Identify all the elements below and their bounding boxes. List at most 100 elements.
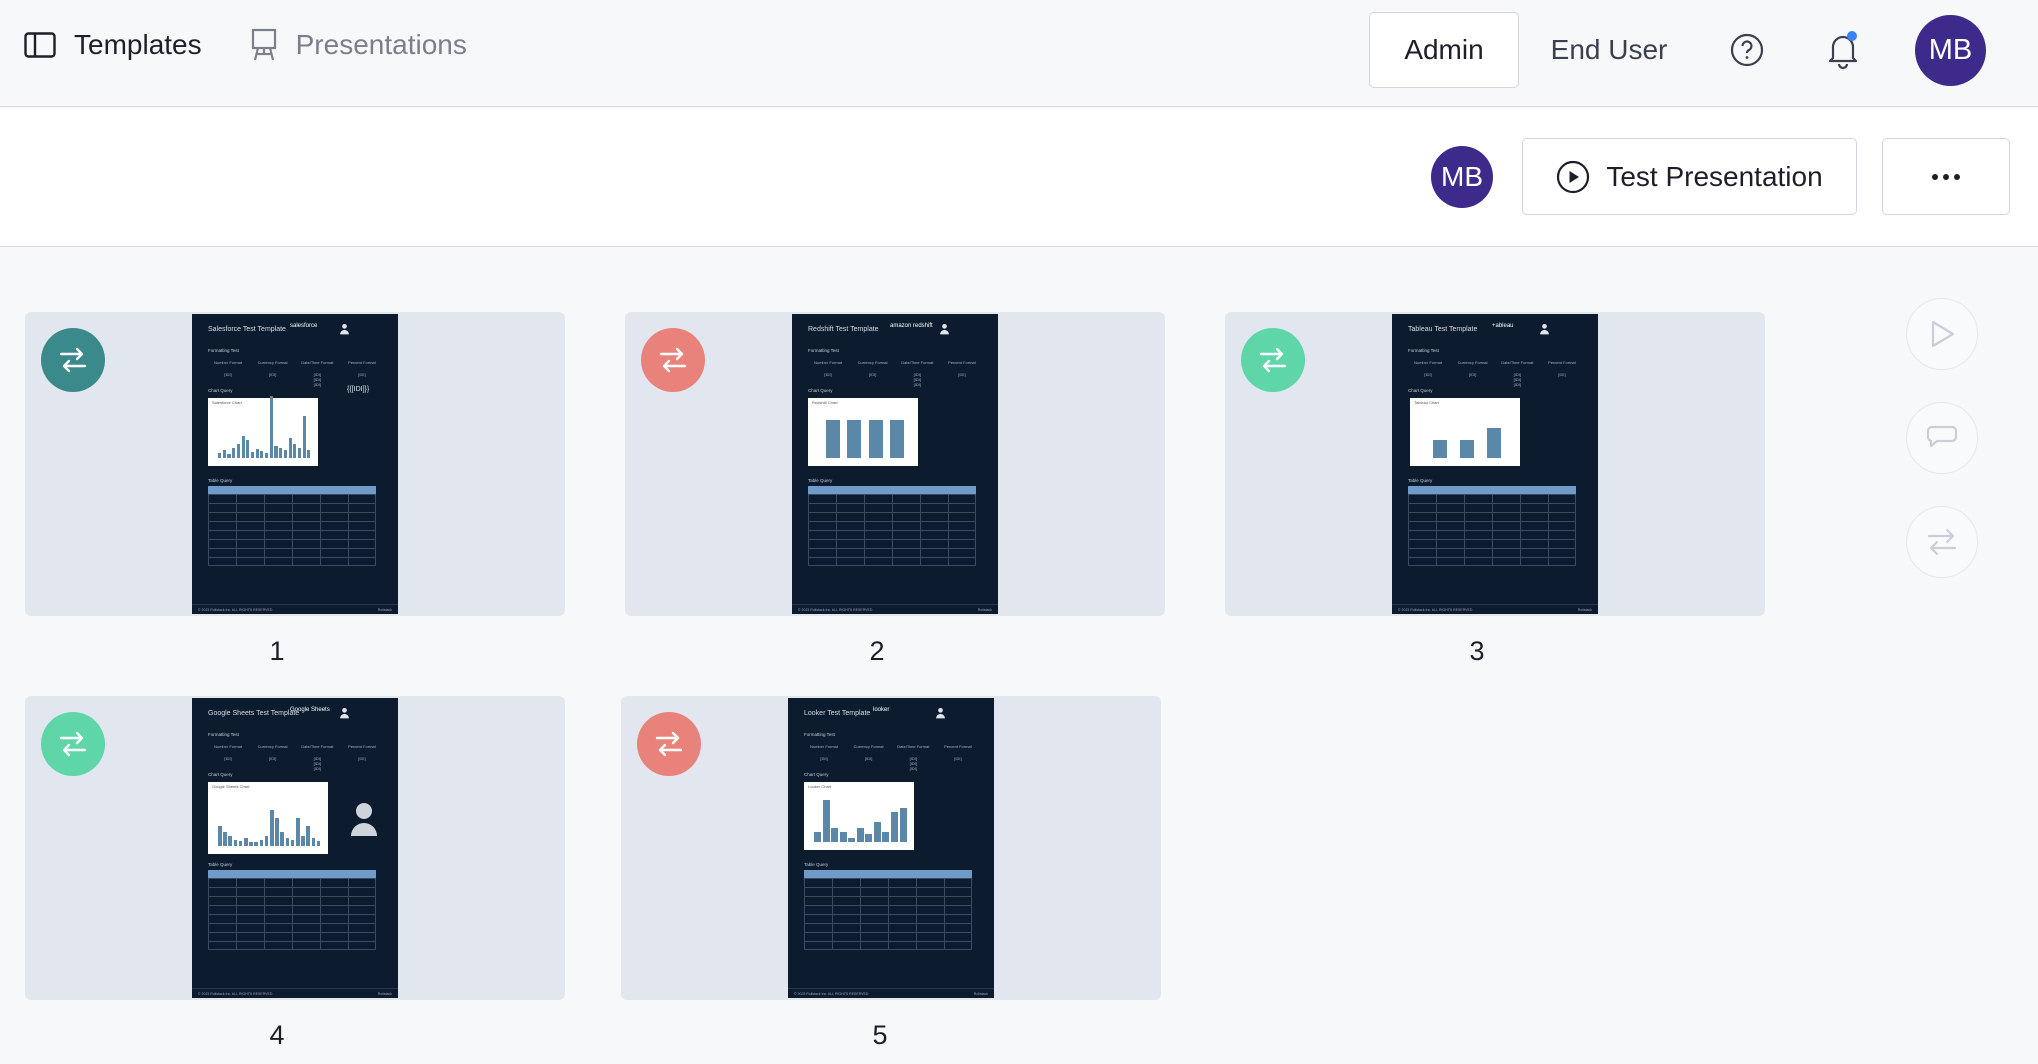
slide-chart-bar [302, 416, 306, 458]
sync-status-badge[interactable] [641, 328, 705, 392]
slide-chart-bar [847, 420, 862, 458]
template-slide-card[interactable]: Google Sheets Test Template Google Sheets… [25, 696, 565, 1000]
data-source-logo: salesforce [290, 323, 318, 329]
slide-thumbnail[interactable]: Salesforce Test Template salesforce Format… [192, 314, 398, 614]
bell-icon[interactable] [1825, 30, 1861, 75]
slide-chart-bar [223, 832, 227, 846]
slide-chart-bar [236, 444, 240, 458]
swap-arrows-icon [655, 731, 683, 757]
slide-chart-bar [1460, 440, 1474, 458]
slide-chart-bar [283, 450, 287, 458]
data-source-logo: Google Sheets [290, 707, 330, 713]
slide-chart-bar [246, 440, 250, 458]
template-slide-card[interactable]: Salesforce Test Template salesforce Format… [25, 312, 565, 616]
slide-chart-bar [882, 832, 890, 842]
slide-footer-copyright: © 2023 Rollstack Inc. ALL RIGHTS RESERVE… [798, 608, 873, 612]
test-presentation-label: Test Presentation [1606, 160, 1823, 192]
slide-thumbnail[interactable]: Looker Test Template looker Formatting Tes… [788, 698, 994, 998]
help-circle-icon[interactable] [1730, 33, 1764, 72]
data-source-logo: looker [873, 707, 890, 713]
slide-footer-brand: Rollstack [973, 992, 988, 996]
formatting-test-label: Formatting Test [208, 732, 239, 737]
sync-side-button[interactable] [1906, 506, 1978, 578]
slide-chart-bar [264, 836, 269, 846]
user-icon [936, 707, 945, 719]
slide-thumbnail[interactable]: Google Sheets Test Template Google Sheets… [192, 698, 398, 998]
table-query-label: Table Query [208, 862, 233, 867]
sync-status-badge[interactable] [41, 712, 105, 776]
slide-chart-bar [249, 842, 253, 846]
user-icon [340, 323, 349, 335]
more-options-button[interactable] [1882, 138, 2010, 215]
slide-footer-brand: Rollstack [977, 608, 992, 612]
slide-footer-brand: Rollstack [1577, 608, 1592, 612]
slide-chart-bar [311, 838, 316, 846]
slide-number: 5 [872, 1020, 888, 1050]
user-icon [1540, 323, 1549, 335]
slide-footer-copyright: © 2023 Rollstack Inc. ALL RIGHTS RESERVE… [198, 992, 273, 996]
slide-table-header [208, 486, 376, 494]
slide-chart-bar [260, 451, 264, 458]
format-column-heads: Number Format Currency Format Date/Time Fo… [1413, 360, 1576, 365]
collaborator-avatar[interactable]: MB [1431, 146, 1493, 208]
swap-arrows-icon [59, 347, 87, 373]
slide-footer-brand: Rollstack [377, 608, 392, 612]
slide-footer-brand: Rollstack [377, 992, 392, 996]
slide-thumbnail[interactable]: Redshift Test Template amazon redshift For… [792, 314, 998, 614]
sync-status-badge[interactable] [1241, 328, 1305, 392]
slide-chart-bar [1487, 428, 1501, 458]
end-user-button[interactable]: End User [1538, 12, 1680, 88]
notification-dot [1847, 31, 1857, 41]
slide-chart-bar [825, 420, 840, 458]
format-column-values: [IDI] [IDI] [IDI] [IDI] [IDI] [IDI] [820, 756, 962, 771]
data-source-logo: +ableau [1492, 323, 1514, 329]
slide-title: Google Sheets Test Template [208, 710, 300, 717]
formatting-test-label: Formatting Test [1408, 348, 1439, 353]
user-icon [940, 323, 949, 335]
sync-status-badge[interactable] [41, 328, 105, 392]
slide-table-grid [208, 494, 376, 566]
slide-chart: Tableau Chart [1410, 398, 1520, 466]
slide-title: Looker Test Template [804, 710, 871, 717]
comment-side-button[interactable] [1906, 402, 1978, 474]
slide-chart-bar [222, 450, 226, 458]
formatting-test-label: Formatting Test [208, 348, 239, 353]
chart-label: Salesforce Chart [212, 400, 242, 405]
chart-query-label: Chart Query [1408, 388, 1433, 393]
slide-chart-bar [899, 808, 907, 842]
slide-chart-bar [822, 800, 830, 842]
table-query-label: Table Query [1408, 478, 1433, 483]
nav-presentations[interactable]: Presentations [250, 28, 467, 62]
slide-footer: © 2023 Rollstack Inc. ALL RIGHTS RESERVE… [192, 604, 398, 614]
slide-chart-bar [265, 453, 269, 458]
chart-query-label: Chart Query [808, 388, 833, 393]
slide-thumbnail[interactable]: Tableau Test Template +ableau Formatting T… [1392, 314, 1598, 614]
user-avatar[interactable]: MB [1915, 15, 1986, 86]
nav-templates[interactable]: Templates [24, 29, 202, 61]
formatting-test-label: Formatting Test [808, 348, 839, 353]
format-column-values: [IDI] [IDI] [IDI] [IDI] [IDI] [IDI] [1424, 372, 1566, 387]
swap-arrows-icon [1927, 528, 1957, 556]
user-silhouette-icon [351, 803, 377, 836]
slide-chart-bar [865, 834, 873, 842]
data-source-logo: amazon redshift [890, 323, 933, 329]
test-presentation-button[interactable]: Test Presentation [1522, 138, 1857, 215]
chart-label: Google Sheets Chart [212, 784, 250, 789]
template-slide-card[interactable]: Redshift Test Template amazon redshift For… [625, 312, 1165, 616]
slide-title: Tableau Test Template [1408, 326, 1478, 333]
template-slide-card[interactable]: Tableau Test Template +ableau Formatting T… [1225, 312, 1765, 616]
template-slide-card[interactable]: Looker Test Template looker Formatting Tes… [621, 696, 1161, 1000]
format-column-heads: Number Format Currency Format Date/Time Fo… [813, 360, 976, 365]
slide-chart-bar [890, 812, 898, 842]
chart-label: Redshift Chart [812, 400, 838, 405]
play-side-button[interactable] [1906, 298, 1978, 370]
slide-chart-bar [293, 444, 297, 458]
slide-number: 1 [269, 636, 285, 666]
admin-button[interactable]: Admin [1369, 12, 1519, 88]
slide-chart-bar [288, 438, 292, 458]
placeholder-text: {{[IDI]}} [347, 386, 370, 393]
slide-chart-bar [316, 841, 321, 846]
sync-status-badge[interactable] [637, 712, 701, 776]
slide-chart-bar [228, 836, 233, 846]
slide-chart-bar [270, 810, 274, 846]
